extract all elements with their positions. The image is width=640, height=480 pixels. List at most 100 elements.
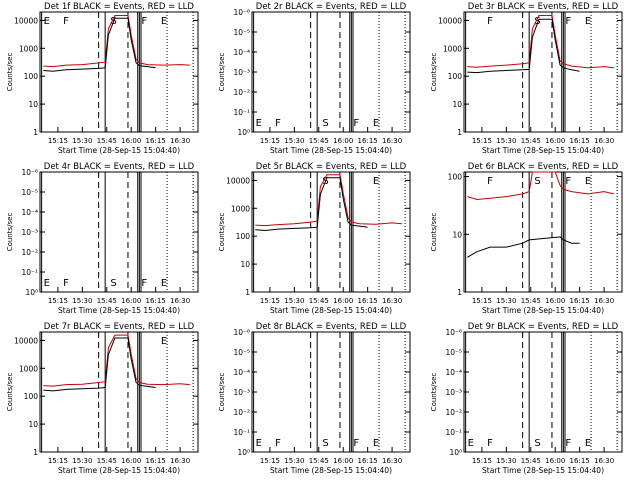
x-axis-label: Start Time (28-Sep-15 15:04:40) xyxy=(58,146,180,155)
event-marker-label: E xyxy=(256,118,262,129)
x-tick-label: 16:00 xyxy=(333,457,353,465)
y-tick-label: 10 xyxy=(28,420,38,429)
chart-panel-8: Det 8r BLACK = Events, RED = LLD 10⁰ 10⁻¹ 1… xyxy=(218,322,411,475)
event-marker-label: F xyxy=(275,118,281,129)
chart-title: Det 7r BLACK = Events, RED = LLD xyxy=(44,322,195,332)
x-tick-label: 16:15 xyxy=(570,297,590,305)
y-tick-label: 10⁻⁶ xyxy=(233,328,250,337)
x-tick-label: 16:15 xyxy=(570,137,590,145)
x-tick-label: 16:00 xyxy=(121,137,141,145)
chart-title: Det 1f BLACK = Events, RED = LLD xyxy=(44,2,194,12)
event-marker-label: E xyxy=(585,176,591,187)
y-tick-label: 10 xyxy=(452,100,462,109)
event-marker-label: E xyxy=(373,118,379,129)
y-tick-label: 10 xyxy=(28,100,38,109)
y-tick-label: 10⁻² xyxy=(233,408,250,417)
event-marker-label: E xyxy=(373,176,379,187)
y-tick-label: 10⁻³ xyxy=(21,228,38,237)
event-marker-label: F xyxy=(353,438,359,449)
event-marker-label: F xyxy=(275,438,281,449)
y-tick-label: 1000 xyxy=(231,204,250,213)
event-marker-label: F xyxy=(353,118,359,129)
plot-frame xyxy=(39,11,199,133)
event-marker-label: F xyxy=(63,16,69,27)
y-tick-label: 10000 xyxy=(226,176,250,185)
y-tick-label: 10⁻⁵ xyxy=(233,28,250,37)
y-axis-label: Counts/sec xyxy=(430,53,438,92)
event-marker-label: E xyxy=(373,438,379,449)
event-marker-label: E xyxy=(44,16,50,27)
event-marker-label: E xyxy=(468,438,474,449)
y-tick-label: 10000 xyxy=(14,336,38,345)
x-tick-label: 15:45 xyxy=(521,457,541,465)
event-marker-label: E xyxy=(44,278,50,289)
x-tick-label: 15:45 xyxy=(97,457,117,465)
chart-panel-6: Det 6r BLACK = Events, RED = LLD 1 10 100 Co… xyxy=(430,162,623,315)
event-marker-label: E xyxy=(256,438,262,449)
x-tick-label: 15:15 xyxy=(48,297,68,305)
event-marker-label: F xyxy=(63,278,69,289)
x-tick-label: 15:30 xyxy=(72,137,92,145)
event-marker-label: S xyxy=(322,438,328,449)
y-tick-label: 10⁻⁶ xyxy=(445,328,462,337)
y-tick-label: 1000 xyxy=(19,364,38,373)
plot-frame xyxy=(463,171,623,293)
x-tick-label: 15:30 xyxy=(496,457,516,465)
y-axis-label: Counts/sec xyxy=(430,373,438,412)
event-marker-label: S xyxy=(322,118,328,129)
x-tick-label: 15:15 xyxy=(260,457,280,465)
event-marker-label: F xyxy=(487,176,493,187)
y-tick-label: 10⁻¹ xyxy=(21,268,38,277)
y-tick-label: 10⁻² xyxy=(445,408,462,417)
x-tick-label: 16:15 xyxy=(146,457,166,465)
x-tick-label: 16:15 xyxy=(358,137,378,145)
x-tick-label: 15:45 xyxy=(309,137,329,145)
event-rate-line xyxy=(43,17,156,72)
y-tick-label: 100 xyxy=(448,72,463,81)
y-tick-label: 10⁻⁴ xyxy=(21,208,38,217)
x-tick-label: 15:30 xyxy=(496,297,516,305)
x-axis-label: Start Time (28-Sep-15 15:04:40) xyxy=(270,306,392,315)
chart-title: Det 8r BLACK = Events, RED = LLD xyxy=(256,322,407,332)
lld-rate-line xyxy=(467,15,614,69)
event-rate-line xyxy=(255,177,368,232)
y-tick-label: 10⁻⁴ xyxy=(233,368,250,377)
y-tick-label: 1 xyxy=(33,128,38,137)
x-axis-label: Start Time (28-Sep-15 15:04:40) xyxy=(58,466,180,475)
x-axis-label: Start Time (28-Sep-15 15:04:40) xyxy=(482,306,604,315)
y-tick-label: 10⁻⁶ xyxy=(233,8,250,17)
x-tick-label: 15:15 xyxy=(472,137,492,145)
y-tick-label: 10 xyxy=(240,260,250,269)
chart-title: Det 2r BLACK = Events, RED = LLD xyxy=(256,2,407,12)
x-tick-label: 15:30 xyxy=(284,457,304,465)
y-tick-label: 10⁻⁵ xyxy=(233,348,250,357)
event-marker-label: S xyxy=(110,278,116,289)
x-tick-label: 15:15 xyxy=(48,137,68,145)
y-axis-label: Counts/sec xyxy=(6,53,14,92)
x-tick-label: 16:30 xyxy=(382,137,402,145)
chart-title: Det 6r BLACK = Events, RED = LLD xyxy=(468,162,619,172)
x-tick-label: 15:15 xyxy=(260,137,280,145)
lld-rate-line xyxy=(467,171,615,201)
x-tick-label: 16:30 xyxy=(594,297,614,305)
event-marker-label: F xyxy=(565,176,571,187)
y-tick-label: 1000 xyxy=(19,44,38,53)
lld-rate-line xyxy=(43,334,190,387)
x-tick-label: 16:00 xyxy=(545,457,565,465)
event-marker-label: F xyxy=(487,438,493,449)
x-tick-label: 16:30 xyxy=(594,137,614,145)
chart-panel-3: Det 3r BLACK = Events, RED = LLD 1 10 100 10… xyxy=(430,2,623,155)
x-tick-label: 16:30 xyxy=(594,457,614,465)
y-tick-label: 10⁰ xyxy=(237,448,250,457)
x-tick-label: 16:15 xyxy=(358,297,378,305)
x-tick-label: 16:00 xyxy=(545,137,565,145)
y-axis-label: Counts/sec xyxy=(6,373,14,412)
y-tick-label: 10 xyxy=(452,230,462,239)
plot-frame xyxy=(39,171,199,293)
chart-panel-4: Det 4r BLACK = Events, RED = LLD 10⁰ 10⁻¹ 1… xyxy=(6,162,199,315)
y-tick-label: 1000 xyxy=(443,44,462,53)
event-marker-label: F xyxy=(565,438,571,449)
y-tick-label: 10000 xyxy=(438,16,462,25)
event-marker-label: E xyxy=(161,16,167,27)
y-axis-label: Counts/sec xyxy=(218,53,226,92)
